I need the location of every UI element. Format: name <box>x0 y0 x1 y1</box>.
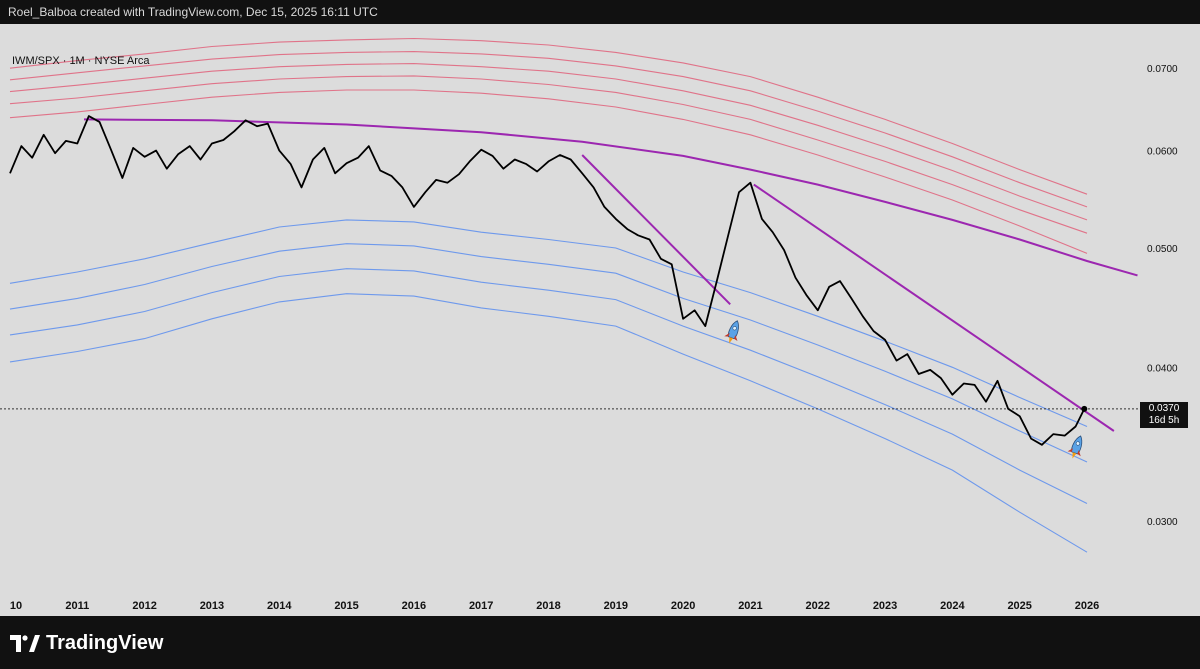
symbol-label: IWM/SPX · 1M · NYSE Arca <box>12 55 150 67</box>
tradingview-logo-icon <box>10 635 40 652</box>
rocket-flame <box>1072 452 1077 459</box>
lower-band-line <box>9 219 1088 428</box>
attribution-text: Roel_Balboa created with TradingView.com… <box>8 5 378 19</box>
rocket-fin <box>734 334 738 342</box>
y-tick-label: 0.0600 <box>1147 147 1178 158</box>
x-tick-label: 2026 <box>1075 600 1099 612</box>
rocket-fin <box>724 332 730 337</box>
x-tick-label: 2011 <box>65 600 89 612</box>
x-tick-label: 2021 <box>738 600 762 612</box>
x-tick-label: 2014 <box>267 600 292 612</box>
lower-band-line <box>9 243 1088 463</box>
trendline[interactable] <box>83 118 1138 277</box>
x-tick-label: 2020 <box>671 600 695 612</box>
footer: TradingView <box>0 616 1200 669</box>
chart-plot[interactable]: 0.0300 0.0400 0.0500 0.0600 0.0700 10 2011 201… <box>0 24 1200 616</box>
x-tick-label: 2017 <box>469 600 493 612</box>
rocket-fin <box>1067 448 1074 452</box>
trendline[interactable] <box>581 154 731 306</box>
x-tick-label: 2018 <box>536 600 560 612</box>
x-tick-label: 10 <box>10 600 22 612</box>
x-tick-label: 2013 <box>200 600 224 612</box>
chart-header: Roel_Balboa created with TradingView.com… <box>0 0 1200 24</box>
x-tick-label: 2012 <box>132 600 156 612</box>
last-price-value: 0.0370 <box>1148 402 1180 414</box>
rocket-icon <box>724 320 739 344</box>
tradingview-logo[interactable]: TradingView <box>10 632 163 655</box>
upper-band-line <box>9 89 1088 254</box>
x-tick-label: 2024 <box>940 600 965 612</box>
upper-band-line <box>9 63 1088 221</box>
lower-band-line <box>9 293 1088 553</box>
y-tick-label: 0.0700 <box>1147 64 1178 75</box>
trendline[interactable] <box>753 183 1115 432</box>
last-price-point <box>1081 405 1088 412</box>
price-line <box>9 115 1086 446</box>
upper-band-line <box>9 37 1088 195</box>
rocket-flame <box>729 336 734 344</box>
bar-countdown: 16d 5h <box>1148 414 1180 426</box>
x-tick-label: 2015 <box>334 600 358 612</box>
rocket-window <box>1075 441 1081 446</box>
x-tick-label: 2016 <box>402 600 426 612</box>
last-price-tag: 0.0370 16d 5h <box>1140 401 1188 428</box>
lower-band-line <box>9 268 1088 504</box>
brand-name: TradingView <box>46 632 164 654</box>
y-tick-label: 0.0300 <box>1147 517 1178 528</box>
x-tick-label: 2019 <box>604 600 628 612</box>
upper-band-line <box>9 51 1088 208</box>
x-tick-label: 2025 <box>1007 600 1031 612</box>
y-tick-label: 0.0400 <box>1147 363 1178 374</box>
x-tick-label: 2022 <box>806 600 830 612</box>
rocket-window <box>732 326 737 331</box>
y-tick-label: 0.0500 <box>1147 244 1178 255</box>
chart-area[interactable]: 0.0300 0.0400 0.0500 0.0600 0.0700 10 2011 201… <box>0 24 1200 616</box>
rocket-icon <box>1067 435 1083 459</box>
rocket-fin <box>1077 450 1081 457</box>
x-tick-label: 2023 <box>873 600 897 612</box>
upper-band-line <box>9 75 1088 234</box>
